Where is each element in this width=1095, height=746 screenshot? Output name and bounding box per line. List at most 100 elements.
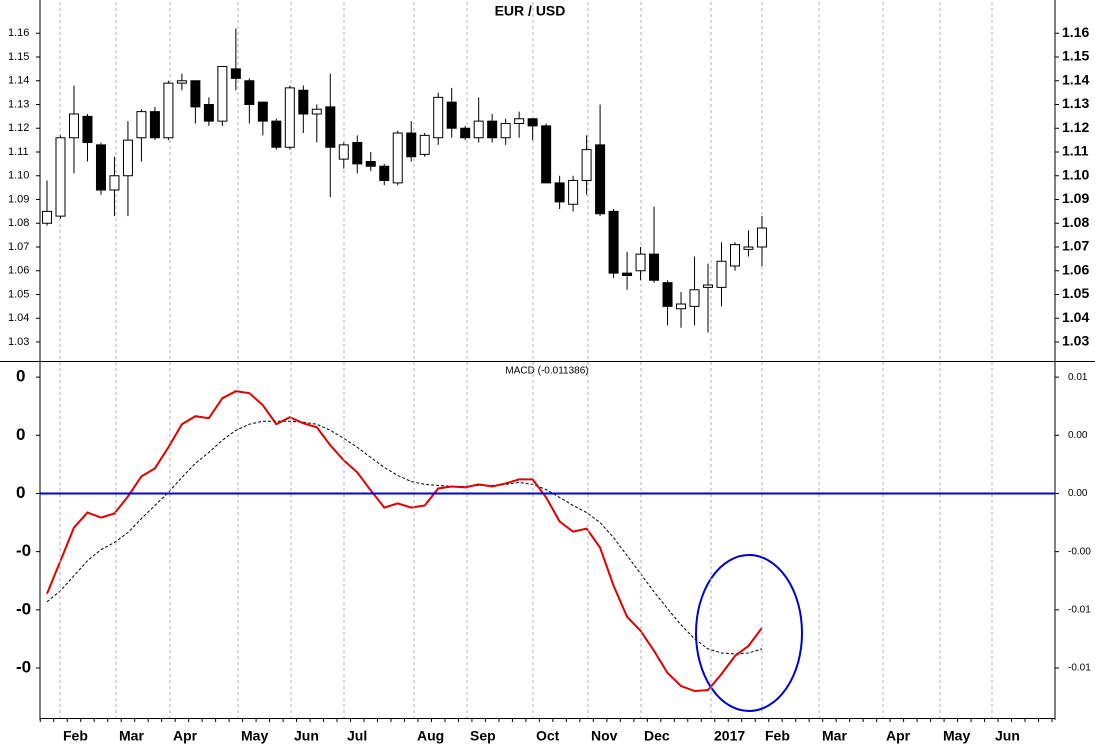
candle-body (217, 66, 228, 122)
candle-body (703, 284, 714, 288)
candle-body (230, 68, 241, 79)
y2-tick-label: -0.00 (1068, 546, 1091, 557)
x-tick-label: Sep (470, 728, 496, 744)
x-tick-label: Mar (822, 728, 847, 744)
y2-tick-label: 0.01 (1068, 372, 1088, 383)
candle-body (487, 120, 498, 139)
candle-body (756, 227, 767, 248)
y2-tick-label: 1.06 (1062, 261, 1089, 277)
candle-body (608, 210, 619, 274)
candle-body (595, 144, 606, 215)
candle-body (662, 282, 673, 307)
candle-body (352, 142, 363, 165)
macd-title: MACD (-0.011386) (505, 366, 588, 377)
y-tick-label: 1.04 (8, 312, 29, 324)
y2-tick-label: 0.00 (1068, 430, 1088, 441)
y2-tick-label: -0.01 (1068, 604, 1091, 615)
x-tick-label: 2017 (714, 728, 745, 744)
candle-body (743, 246, 754, 250)
candle-body (446, 101, 457, 129)
candle-body (244, 80, 255, 105)
candle-body (311, 108, 322, 115)
y-tick-label: 1.05 (8, 288, 29, 300)
y-tick-label: 1.03 (8, 336, 29, 348)
candle-body (338, 144, 349, 160)
candle-body (203, 104, 214, 122)
macd-line (46, 390, 763, 693)
candle-body (541, 125, 552, 184)
candle-body (514, 118, 525, 124)
candle-body (271, 120, 282, 148)
y2-tick-label: 1.03 (1062, 333, 1089, 349)
candle-body (190, 80, 201, 108)
y-tick-label: -0 (16, 541, 31, 560)
x-tick-label: Jul (347, 728, 367, 744)
x-tick-label: Aug (417, 728, 444, 744)
y-tick-label: 1.16 (8, 27, 29, 39)
candle-body (676, 303, 687, 310)
x-tick-label: Jun (294, 728, 319, 744)
y2-tick-label: 1.13 (1062, 95, 1089, 111)
candle-body (176, 80, 187, 84)
candle-body (257, 101, 268, 122)
candle-body (284, 87, 295, 148)
x-tick-label: Feb (765, 728, 790, 744)
y2-tick-label: 1.05 (1062, 285, 1089, 301)
x-tick-label: May (241, 728, 268, 744)
candle-body (473, 120, 484, 139)
x-tick-label: Apr (173, 728, 198, 744)
y2-tick-label: 1.14 (1062, 71, 1089, 87)
y-tick-label: -0 (16, 599, 31, 618)
candle-body (649, 253, 660, 281)
candle-body (460, 127, 471, 139)
y-tick-label: 1.09 (8, 193, 29, 205)
y-tick-label: 0 (16, 425, 25, 444)
y-tick-label: 1.08 (8, 217, 29, 229)
y-tick-label: 1.06 (8, 265, 29, 277)
candle-body (163, 82, 174, 139)
candle-body (419, 134, 430, 155)
signal-line (46, 420, 763, 655)
y2-tick-label: 1.08 (1062, 214, 1089, 230)
y-tick-label: 0 (16, 367, 25, 386)
y-tick-label: 1.10 (8, 170, 29, 182)
x-tick-label: Mar (119, 728, 144, 744)
candle-body (82, 115, 93, 143)
highlight-ellipse (695, 554, 803, 712)
candle-body (109, 175, 120, 191)
x-tick-label: Nov (591, 728, 618, 744)
y2-tick-label: 1.10 (1062, 166, 1089, 182)
y2-tick-label: 1.07 (1062, 238, 1089, 254)
y-tick-label: 1.15 (8, 51, 29, 63)
candle-body (42, 210, 52, 224)
candle-body (379, 165, 390, 181)
candle-body (149, 111, 160, 139)
candle-body (406, 132, 417, 158)
x-tick-label: May (943, 728, 970, 744)
y2-tick-label: 1.16 (1062, 24, 1089, 40)
y-tick-label: 1.12 (8, 122, 29, 134)
candle-body (554, 182, 565, 203)
x-tick-label: Apr (886, 728, 911, 744)
candle-body (68, 113, 79, 139)
candle-body (392, 132, 403, 184)
candle-body (136, 111, 147, 139)
candle-body (527, 118, 538, 127)
candle-body (500, 123, 511, 139)
x-tick-label: Dec (644, 728, 670, 744)
y2-tick-label: 1.09 (1062, 190, 1089, 206)
y2-tick-label: 1.11 (1062, 143, 1089, 159)
candle-body (365, 161, 376, 167)
candle-body (298, 89, 309, 115)
candle-body (325, 106, 336, 148)
candle-body (716, 260, 727, 288)
chart-title: EUR / USD (495, 3, 566, 19)
y-tick-label: 1.07 (8, 241, 29, 253)
candle-body (55, 137, 66, 217)
y2-tick-label: 1.15 (1062, 48, 1089, 64)
y-tick-label: 1.11 (8, 146, 29, 158)
candle-body (95, 144, 106, 191)
candle-body (635, 253, 646, 272)
